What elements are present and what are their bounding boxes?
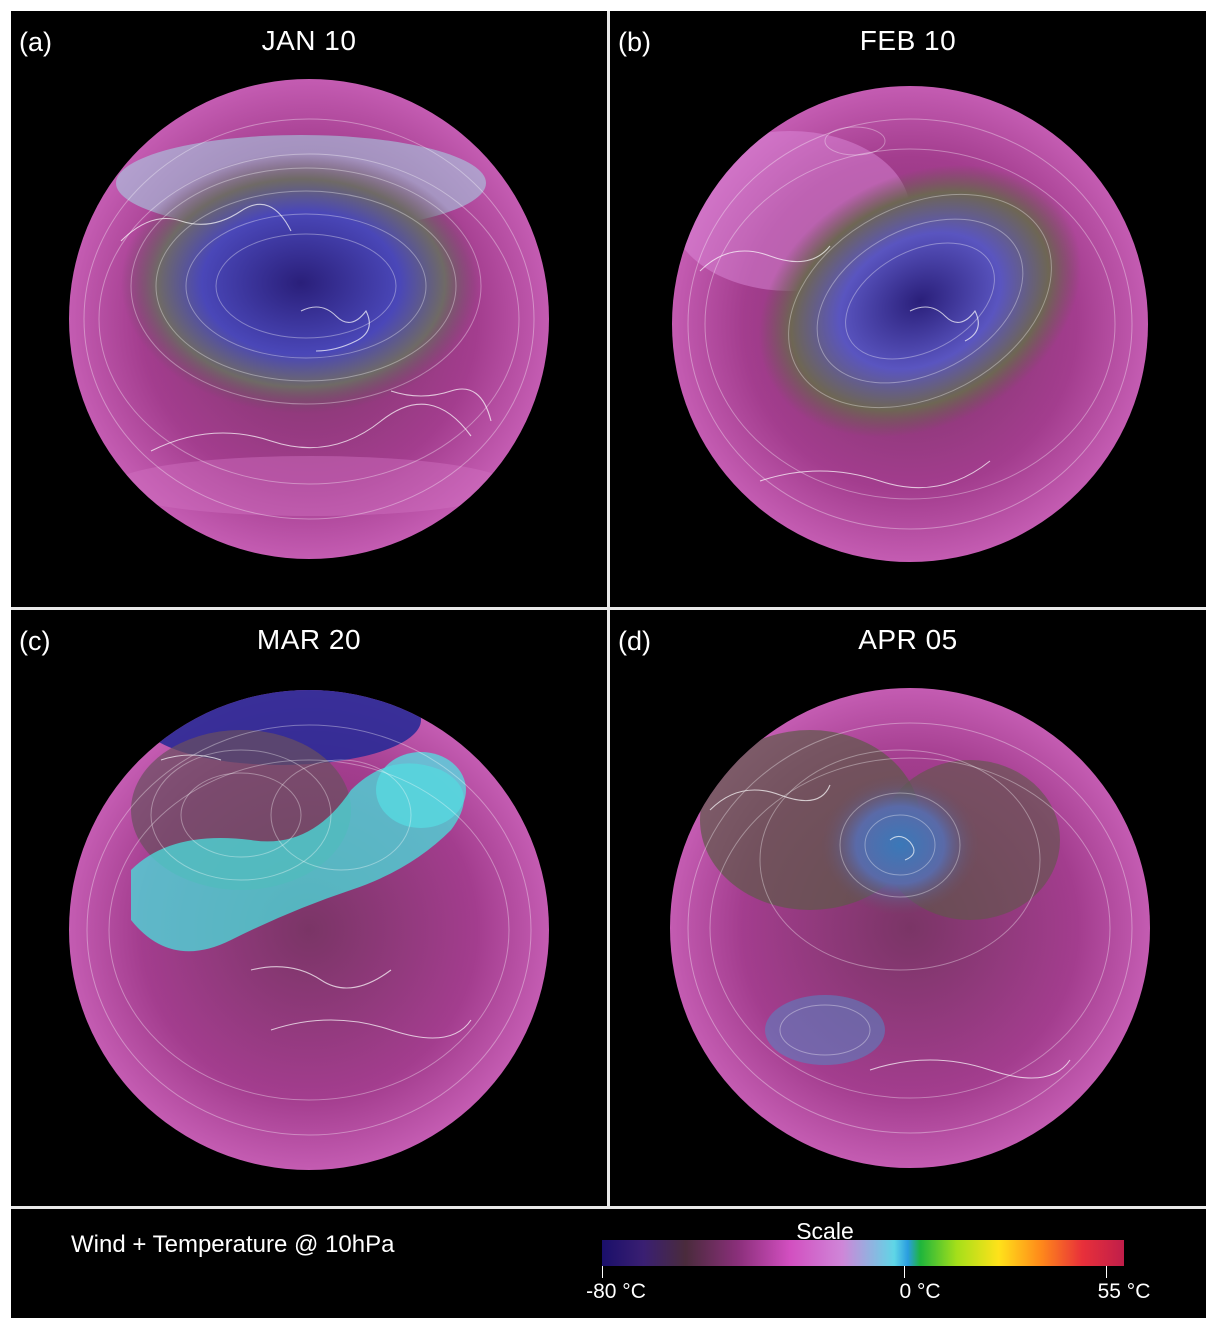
scale-label-max: 55 °C — [1097, 1280, 1151, 1303]
panel-date-c: MAR 20 — [256, 624, 362, 655]
panel-label-a: (a) — [19, 27, 52, 57]
scale-tick-zero — [904, 1266, 905, 1278]
panel-label-b: (b) — [618, 27, 651, 57]
panel-label-c: (c) — [19, 626, 51, 656]
scale-tick-min — [602, 1266, 603, 1278]
panel-date-b: FEB 10 — [859, 25, 957, 56]
panel-a: (a) JAN 10 — [11, 11, 607, 607]
panel-date-d: APR 05 — [858, 624, 958, 655]
horizontal-divider-middle — [11, 607, 1206, 610]
scale-label-min: -80 °C — [586, 1280, 646, 1303]
scale-title: Scale — [796, 1218, 854, 1244]
globe-b — [672, 86, 1148, 562]
panel-label-d: (d) — [618, 626, 651, 656]
panel-b: (b) FEB 10 — [610, 11, 1206, 607]
scale-label-zero: 0 °C — [899, 1280, 941, 1303]
panel-d: (d) APR 05 — [610, 610, 1206, 1206]
globe-d — [670, 688, 1150, 1168]
globe-c — [69, 690, 549, 1170]
panel-date-a: JAN 10 — [261, 25, 357, 56]
horizontal-divider-footer — [11, 1206, 1206, 1209]
figure-title: Wind + Temperature @ 10hPa — [71, 1231, 395, 1258]
panel-c: (c) MAR 20 — [11, 610, 607, 1206]
globe-a — [69, 79, 549, 559]
temperature-color-scale — [602, 1240, 1124, 1266]
scale-tick-max — [1106, 1266, 1107, 1278]
